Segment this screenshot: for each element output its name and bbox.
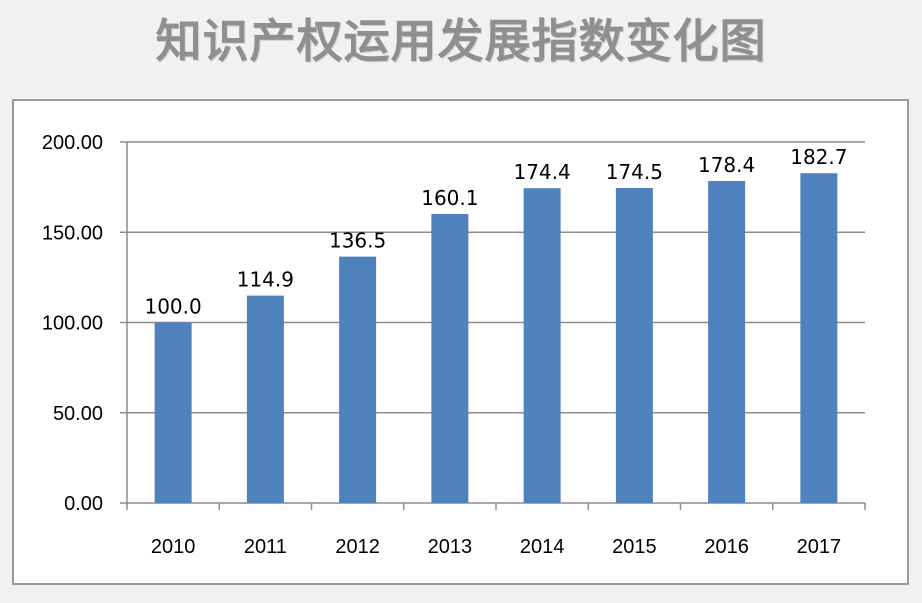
data-label-2017: 182.7	[790, 145, 847, 169]
bar-2010	[154, 322, 192, 503]
bar-2014	[523, 188, 561, 503]
bar-2011	[246, 295, 284, 503]
chart-title: 知识产权运用发展指数变化图	[155, 14, 767, 68]
y-tick-label: 0.00	[64, 493, 103, 515]
y-tick-label: 50.00	[53, 403, 103, 425]
bar-2013	[431, 214, 469, 503]
data-label-2014: 174.4	[513, 160, 570, 184]
x-tick-label-2010: 2010	[151, 536, 196, 558]
bar-2012	[339, 256, 377, 503]
y-tick-label: 150.00	[42, 222, 103, 244]
x-tick-label-2015: 2015	[612, 536, 657, 558]
bar-2015	[615, 188, 653, 503]
x-tick-label-2011: 2011	[244, 536, 287, 558]
data-label-2015: 174.5	[606, 160, 663, 184]
data-label-2016: 178.4	[698, 153, 755, 177]
data-label-2010: 100.0	[144, 295, 201, 319]
x-tick-label-2012: 2012	[335, 536, 380, 558]
x-tick-label-2017: 2017	[797, 536, 842, 558]
y-tick-label: 200.00	[42, 132, 103, 154]
bar-2017	[800, 173, 838, 503]
x-tick-label-2013: 2013	[428, 536, 473, 558]
bar-2016	[708, 180, 746, 503]
data-label-2013: 160.1	[421, 186, 478, 210]
data-label-2012: 136.5	[329, 229, 386, 253]
x-tick-label-2016: 2016	[704, 536, 749, 558]
data-label-2011: 114.9	[237, 268, 294, 292]
x-tick-label-2014: 2014	[520, 536, 565, 558]
y-tick-label: 100.00	[42, 313, 103, 335]
